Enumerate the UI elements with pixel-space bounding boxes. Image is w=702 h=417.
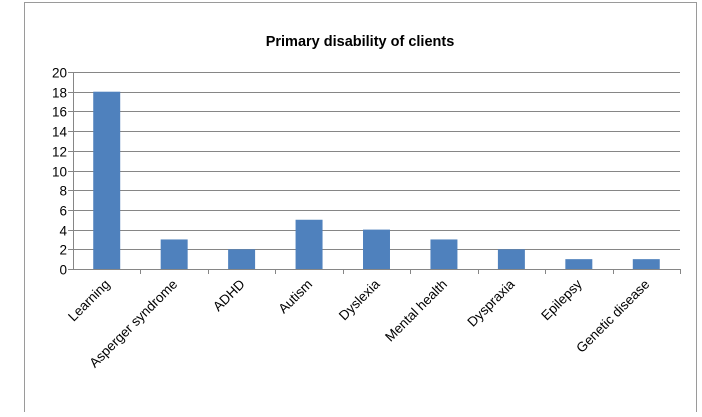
y-tick-label: 4 bbox=[59, 224, 67, 239]
bar bbox=[497, 249, 525, 269]
bar bbox=[93, 91, 121, 269]
bar bbox=[160, 239, 188, 269]
y-tick-label: 0 bbox=[59, 263, 67, 278]
bar bbox=[228, 249, 256, 269]
axes bbox=[73, 72, 680, 270]
y-tick-label: 6 bbox=[59, 204, 67, 219]
y-tick-label: 14 bbox=[52, 125, 68, 140]
gridlines bbox=[73, 72, 680, 250]
y-tick-label: 12 bbox=[52, 145, 67, 160]
bar bbox=[363, 229, 390, 269]
bars bbox=[93, 91, 660, 269]
y-tick-label: 10 bbox=[52, 165, 67, 180]
chart-title: Primary disability of clients bbox=[266, 34, 455, 50]
y-tick-label: 2 bbox=[59, 243, 67, 258]
y-tick-label: 16 bbox=[52, 105, 67, 120]
bar bbox=[295, 219, 323, 269]
y-tick-label: 18 bbox=[52, 86, 67, 101]
bar bbox=[430, 239, 458, 269]
bar bbox=[565, 259, 593, 269]
chart-border bbox=[24, 2, 697, 417]
y-tick-label: 20 bbox=[52, 66, 67, 81]
y-axis-ticks: 0 2 4 6 8 10 12 14 16 18 20 bbox=[52, 66, 73, 278]
y-tick-label: 8 bbox=[59, 184, 67, 199]
bar bbox=[632, 259, 660, 269]
